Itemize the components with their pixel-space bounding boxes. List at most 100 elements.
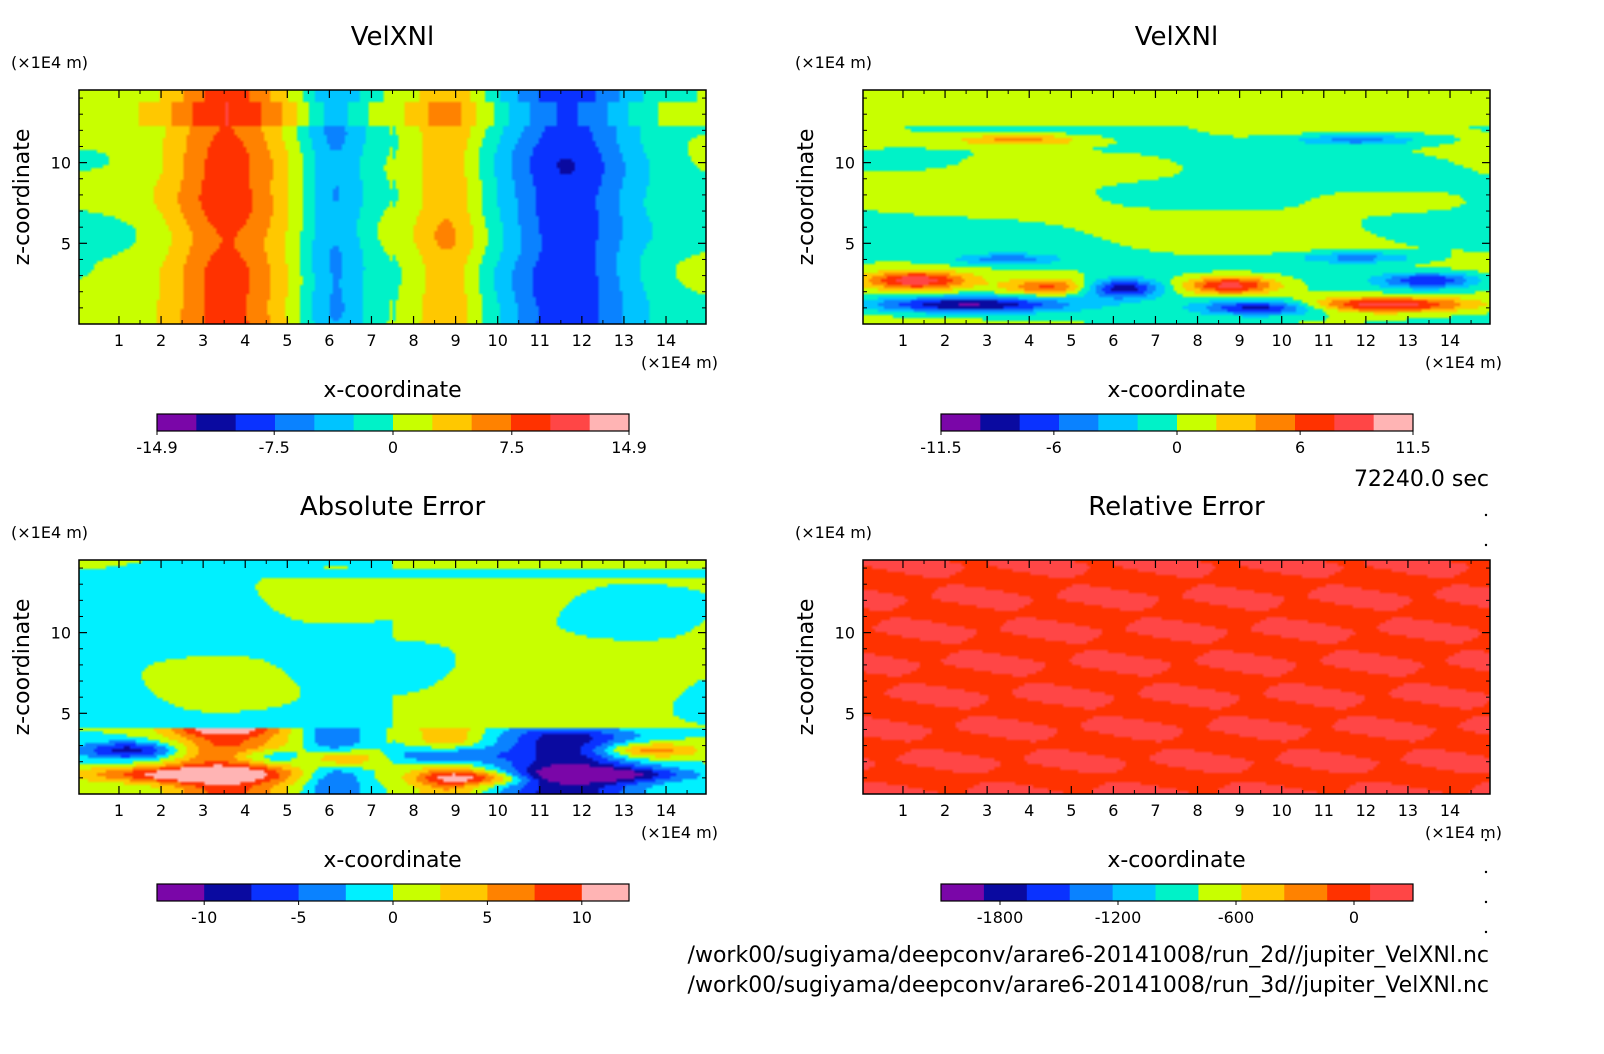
colorbar-swatch bbox=[1137, 414, 1178, 431]
x-tick-label: 4 bbox=[240, 331, 250, 350]
x-tick-label: 7 bbox=[1150, 801, 1160, 820]
colorbar-tick-label: 6 bbox=[1295, 438, 1305, 457]
x-tick-label: 3 bbox=[982, 801, 992, 820]
colorbar: -1800 -1200 -600 0 bbox=[940, 883, 1414, 927]
colorbar-swatch bbox=[1334, 414, 1375, 431]
x-tick-label: 3 bbox=[198, 801, 208, 820]
colorbar-swatch bbox=[511, 414, 551, 431]
colorbar-tick-label: -7.5 bbox=[259, 438, 290, 457]
x-tick-label: 1 bbox=[898, 801, 908, 820]
x-tick-label: 12 bbox=[1356, 331, 1376, 350]
x-tick-label: 11 bbox=[1314, 331, 1334, 350]
colorbar-swatch bbox=[1370, 884, 1414, 901]
x-tick-label: 1 bbox=[114, 801, 124, 820]
colorbar-swatch bbox=[275, 414, 315, 431]
y-tick-label: 5 bbox=[845, 704, 855, 723]
y-tick-label: 10 bbox=[51, 154, 71, 173]
colorbar-swatch bbox=[941, 414, 981, 431]
colorbar-swatch bbox=[196, 414, 237, 431]
x-tick-label: 1 bbox=[114, 331, 124, 350]
colorbar-swatch bbox=[1327, 884, 1371, 901]
colorbar-swatch bbox=[1241, 884, 1285, 901]
colorbar-tick-label: 11.5 bbox=[1395, 438, 1431, 457]
x-tick-label: 6 bbox=[1108, 331, 1118, 350]
colorbar-swatch bbox=[157, 884, 205, 901]
y-axis-label: z-coordinate bbox=[794, 129, 819, 266]
x-tick-label: 10 bbox=[1272, 801, 1292, 820]
colorbar-swatch bbox=[1069, 884, 1114, 901]
colorbar-swatch bbox=[1059, 414, 1099, 431]
y-tick-label: 5 bbox=[845, 234, 855, 253]
colorbar-tick-label: -600 bbox=[1218, 908, 1254, 927]
heatmap-field bbox=[863, 560, 1490, 794]
colorbar-tick-label: 0 bbox=[388, 438, 398, 457]
chart-panel-1: VelXNl(×1E4 m)1 2 3 4 5 6 7 8 9 10 11 12 13 14510(×1E… bbox=[10, 22, 718, 457]
colorbar: -11.5 -6 0 6 11.5 bbox=[920, 413, 1431, 457]
y-axis-label: z-coordinate bbox=[10, 129, 35, 266]
x-tick-label: 7 bbox=[366, 331, 376, 350]
colorbar-tick-label: 5 bbox=[482, 908, 492, 927]
colorbar-swatch bbox=[393, 414, 433, 431]
x-axis-label: x-coordinate bbox=[1107, 848, 1245, 873]
x-tick-label: 8 bbox=[1192, 331, 1202, 350]
x-tick-label: 13 bbox=[1398, 801, 1418, 820]
y-tick-label: 10 bbox=[835, 154, 855, 173]
colorbar-tick-label: -6 bbox=[1046, 438, 1062, 457]
colorbar-swatch bbox=[157, 414, 197, 431]
colorbar-tick-label: 7.5 bbox=[499, 438, 524, 457]
y-axis-label: z-coordinate bbox=[794, 599, 819, 736]
colorbar-swatch bbox=[432, 414, 473, 431]
x-tick-label: 13 bbox=[614, 801, 634, 820]
colorbar-swatch bbox=[1216, 414, 1257, 431]
colorbar-tick-label: 10 bbox=[572, 908, 592, 927]
x-axis-label: x-coordinate bbox=[323, 378, 461, 403]
x-tick-label: 6 bbox=[324, 801, 334, 820]
colorbar-swatch bbox=[1284, 884, 1328, 901]
colorbar-tick-label: 0 bbox=[1172, 438, 1182, 457]
colorbar-tick-label: 0 bbox=[1349, 908, 1359, 927]
x-tick-label: 4 bbox=[1024, 801, 1034, 820]
colorbar-swatch bbox=[1155, 884, 1199, 901]
x-tick-label: 10 bbox=[1272, 331, 1292, 350]
y-tick-label: 10 bbox=[51, 624, 71, 643]
colorbar-swatch bbox=[550, 414, 591, 431]
separator-dot bbox=[1484, 870, 1488, 874]
x-tick-label: 9 bbox=[451, 801, 461, 820]
x-tick-label: 14 bbox=[1440, 801, 1460, 820]
colorbar-swatch bbox=[487, 884, 536, 901]
file-path-2: /work00/sugiyama/deepconv/arare6-2014100… bbox=[688, 973, 1489, 998]
x-tick-label: 13 bbox=[1398, 331, 1418, 350]
y-axis-label: z-coordinate bbox=[10, 599, 35, 736]
colorbar-tick-label: -5 bbox=[291, 908, 307, 927]
file-path-1: /work00/sugiyama/deepconv/arare6-2014100… bbox=[688, 943, 1489, 968]
x-tick-label: 8 bbox=[1192, 801, 1202, 820]
colorbar: -10 -5 0 5 10 bbox=[156, 883, 630, 927]
x-tick-label: 3 bbox=[198, 331, 208, 350]
x-tick-label: 9 bbox=[451, 331, 461, 350]
x-tick-label: 9 bbox=[1235, 331, 1245, 350]
colorbar-tick-label: -14.9 bbox=[136, 438, 177, 457]
x-tick-label: 2 bbox=[940, 801, 950, 820]
x-tick-label: 12 bbox=[572, 331, 592, 350]
colorbar-tick-label: -1200 bbox=[1095, 908, 1142, 927]
colorbar-swatch bbox=[983, 884, 1028, 901]
x-tick-label: 14 bbox=[1440, 331, 1460, 350]
chart-title: VelXNl bbox=[351, 22, 434, 52]
y-tick-label: 5 bbox=[61, 234, 71, 253]
colorbar-swatch bbox=[204, 884, 252, 901]
colorbar-frame bbox=[940, 883, 1414, 902]
colorbar-swatch bbox=[1198, 884, 1242, 901]
y-axis-unit: (×1E4 m) bbox=[11, 53, 88, 72]
x-tick-label: 2 bbox=[940, 331, 950, 350]
x-axis-label: x-coordinate bbox=[323, 848, 461, 873]
colorbar-swatch bbox=[353, 414, 394, 431]
chart-panel-2: VelXNl(×1E4 m)1 2 3 4 5 6 7 8 9 10 11 12 13 14510(×1E… bbox=[794, 22, 1502, 457]
separator-dot bbox=[1484, 838, 1488, 842]
y-axis-unit: (×1E4 m) bbox=[795, 53, 872, 72]
y-axis-unit: (×1E4 m) bbox=[795, 523, 872, 542]
x-tick-label: 10 bbox=[488, 331, 508, 350]
x-axis-unit: (×1E4 m) bbox=[641, 353, 718, 372]
chart-title: Relative Error bbox=[1088, 492, 1265, 522]
colorbar-tick-label: -11.5 bbox=[920, 438, 961, 457]
x-tick-label: 6 bbox=[1108, 801, 1118, 820]
